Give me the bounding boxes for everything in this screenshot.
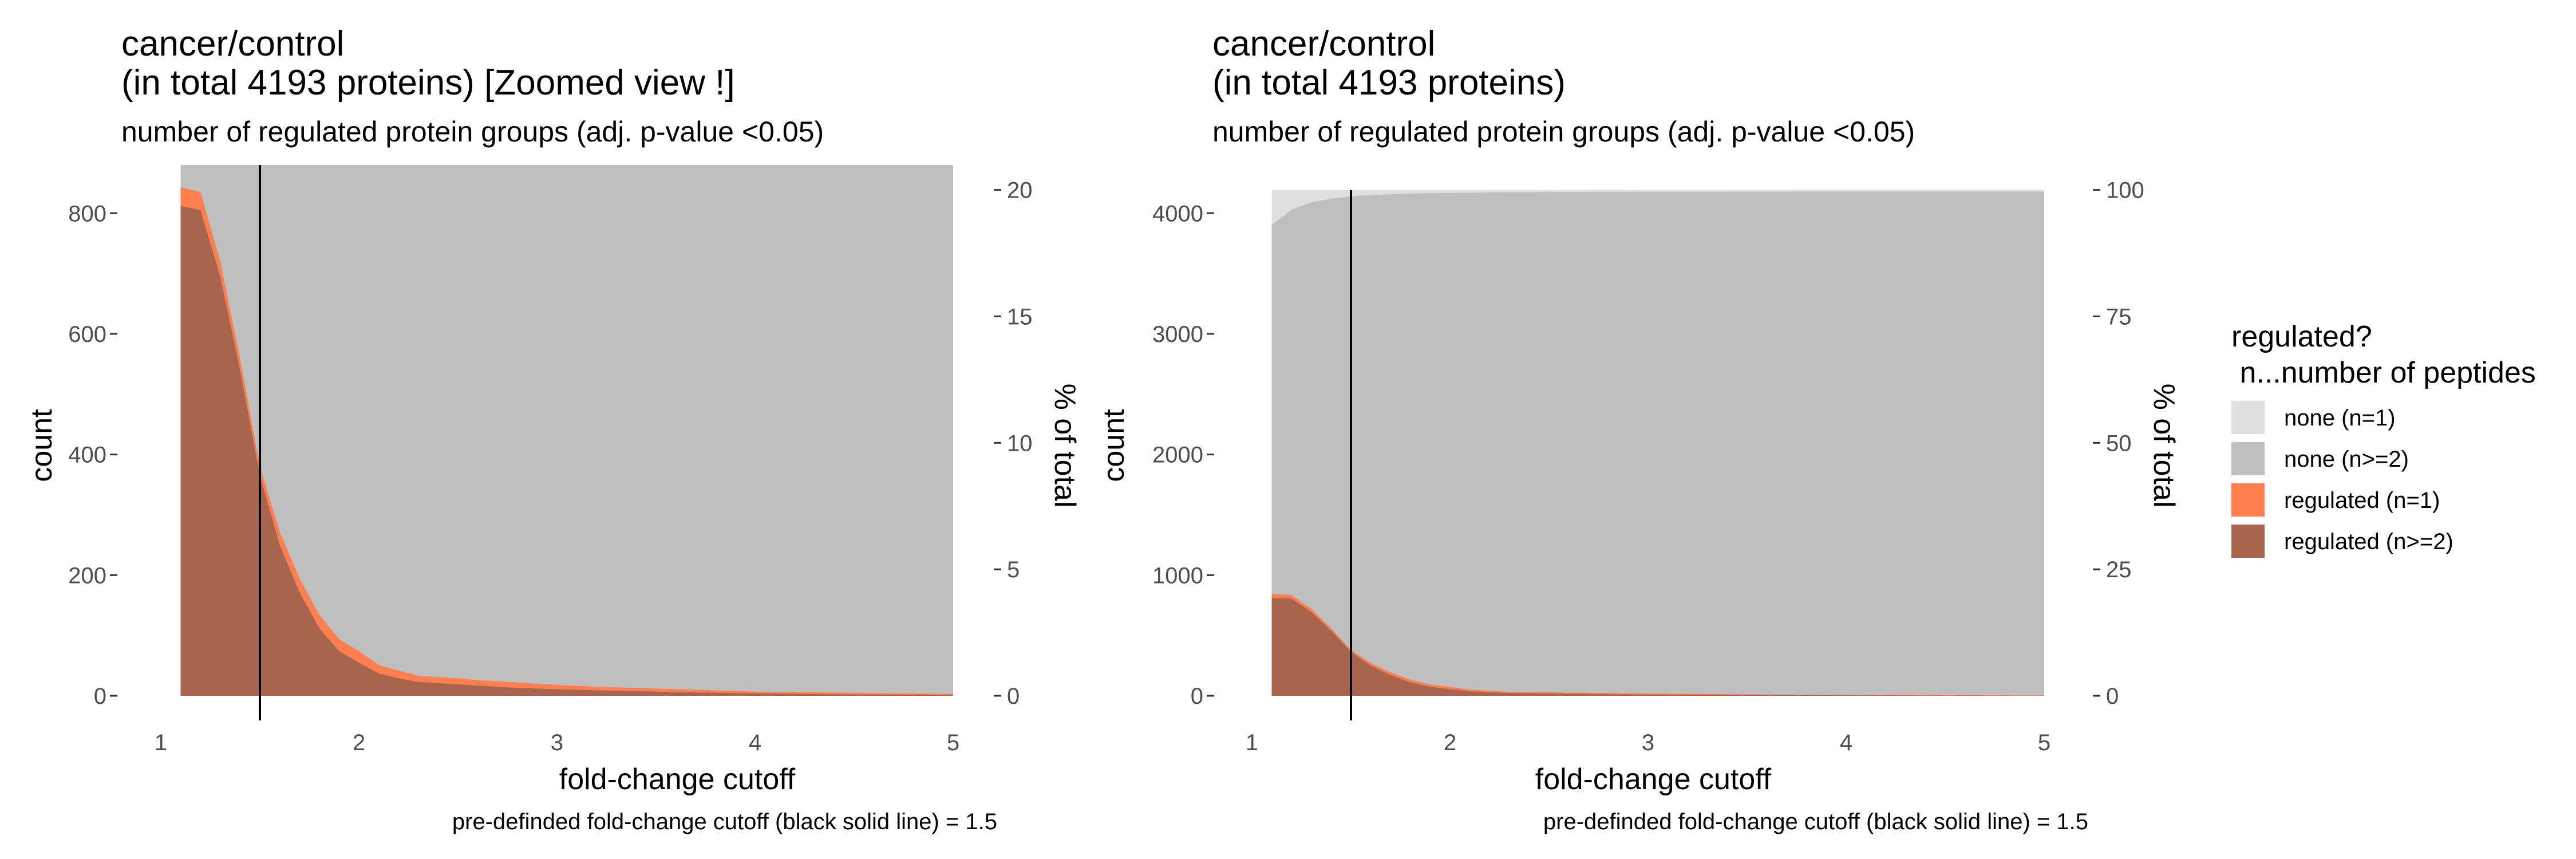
- left-plot-area: [180, 165, 954, 720]
- right-x-tick-label: 3: [1642, 730, 1654, 755]
- left-y-tick-label: 800: [68, 201, 106, 226]
- right-chart-title-line2: (in total 4193 proteins): [1212, 63, 1566, 103]
- left-y-axis-title: count: [25, 409, 58, 482]
- right-plot-area: [1271, 190, 2044, 720]
- right-y2-tick-label: 75: [2106, 304, 2132, 329]
- right-y-tick-label: 3000: [1152, 322, 1203, 347]
- legend-swatch: [2231, 483, 2265, 517]
- right-chart-title-line1: cancer/control: [1212, 24, 1435, 64]
- left-x-tick-label: 5: [947, 730, 959, 755]
- right-y-tick-label: 2000: [1152, 443, 1203, 468]
- legend-swatch: [2231, 401, 2265, 434]
- legend-swatch: [2231, 525, 2265, 558]
- right-y-axis-title: count: [1097, 409, 1131, 482]
- left-chart: cancer/control (in total 4193 proteins) …: [25, 24, 1081, 834]
- legend-item-label: regulated (n>=2): [2284, 529, 2453, 554]
- left-caption: pre-definded fold-change cutoff (black s…: [452, 809, 997, 834]
- left-y2-tick-label: 10: [1007, 431, 1033, 456]
- legend-title-line2: n...number of peptides: [2231, 356, 2536, 389]
- right-area-series-2: [1271, 191, 2044, 696]
- legend-item-label: none (n>=2): [2284, 447, 2409, 472]
- left-x-tick-label: 2: [353, 730, 365, 755]
- right-x-axis-title: fold-change cutoff: [1535, 763, 1772, 796]
- right-x-tick-label: 4: [1840, 730, 1852, 755]
- left-y-tick-label: 200: [68, 563, 106, 588]
- left-chart-title-line2: (in total 4193 proteins) [Zoomed view !]: [121, 63, 735, 103]
- left-x-tick-label: 1: [155, 730, 167, 755]
- right-x-tick-label: 2: [1444, 730, 1456, 755]
- right-y-tick-label: 4000: [1152, 201, 1203, 226]
- right-chart-subtitle: number of regulated protein groups (adj.…: [1212, 116, 1915, 148]
- right-y-tick-label: 1000: [1152, 563, 1203, 588]
- right-chart: cancer/control (in total 4193 proteins) …: [1097, 24, 2180, 834]
- left-y2-tick-label: 15: [1007, 304, 1033, 329]
- left-area-series-2: [180, 206, 954, 696]
- legend-title-line1: regulated?: [2231, 320, 2372, 353]
- left-x-tick-label: 3: [551, 730, 563, 755]
- left-y2-tick-label: 5: [1007, 557, 1020, 582]
- left-y2-tick-label: 0: [1007, 684, 1020, 709]
- left-y2-axis-title: % of total: [1048, 384, 1081, 508]
- legend-item-label: none (n=1): [2284, 405, 2396, 431]
- left-y-tick-label: 600: [68, 322, 106, 347]
- right-y2-tick-label: 50: [2106, 431, 2132, 456]
- left-chart-title-line1: cancer/control: [121, 24, 344, 64]
- left-axes: 1 2 3 4 5 0 200 400 600 800 0 5 10 15 20: [68, 178, 1032, 755]
- right-y2-tick-label: 100: [2106, 178, 2144, 203]
- left-y-tick-label: 400: [68, 443, 106, 468]
- left-x-tick-label: 4: [749, 730, 761, 755]
- left-chart-subtitle: number of regulated protein groups (adj.…: [121, 116, 824, 148]
- right-y2-axis-title: % of total: [2147, 384, 2180, 508]
- left-y-tick-label: 0: [94, 684, 106, 709]
- right-y-tick-label: 0: [1191, 684, 1203, 709]
- right-y2-tick-label: 0: [2106, 684, 2119, 709]
- legend-items: none (n=1) none (n>=2) regulated (n=1) regu…: [2231, 401, 2453, 558]
- left-x-axis-title: fold-change cutoff: [559, 763, 796, 796]
- right-x-tick-label: 1: [1246, 730, 1258, 755]
- right-caption: pre-definded fold-change cutoff (black s…: [1543, 809, 2088, 834]
- right-x-tick-label: 5: [2038, 730, 2050, 755]
- legend: regulated? n...number of peptides none (…: [2231, 320, 2536, 558]
- left-y2-tick-label: 20: [1007, 178, 1033, 203]
- legend-item-label: regulated (n=1): [2284, 488, 2440, 513]
- right-area-series-4: [1271, 597, 2044, 696]
- legend-swatch: [2231, 442, 2265, 475]
- right-y2-tick-label: 25: [2106, 557, 2132, 582]
